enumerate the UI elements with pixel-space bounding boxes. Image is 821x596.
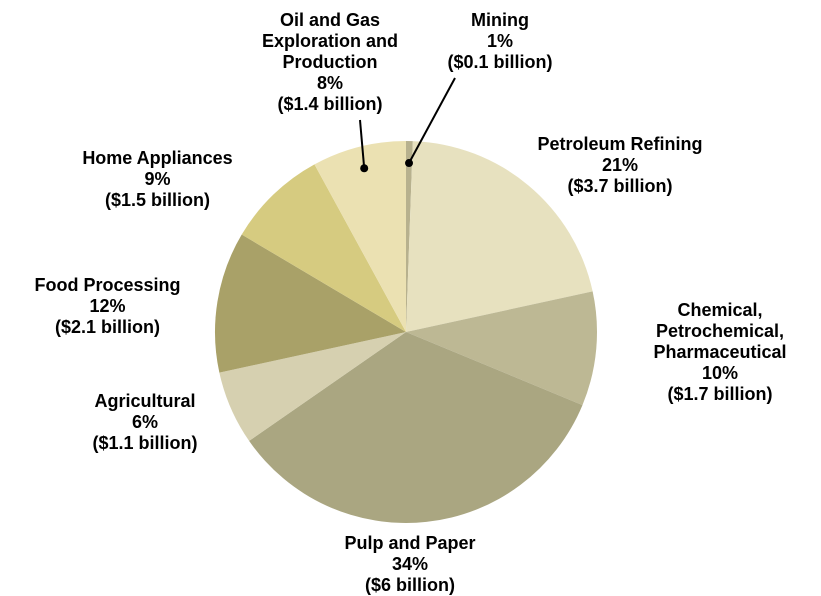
slice-percent: 6% (131, 412, 158, 432)
oil-and-gas-leader-line (359, 119, 366, 169)
slice-name: Mining (471, 10, 529, 30)
pie-slice-pulp-and-paper (249, 332, 583, 523)
slice-value: ($3.7 billion) (567, 176, 673, 196)
label-mining: Mining 1% ($0.1 billion) (400, 10, 600, 73)
leader-lines (359, 77, 456, 173)
mining-leader-line (408, 77, 456, 164)
slice-percent: 8% (316, 73, 343, 93)
slice-name-line: Production (282, 52, 378, 72)
slice-value: ($1.5 billion) (104, 190, 210, 210)
pie-slices (215, 141, 598, 523)
slice-name: Home Appliances (82, 148, 233, 168)
label-chemical: Chemical, Petrochemical, Pharmaceutical … (625, 300, 815, 405)
slice-name: Agricultural (94, 391, 196, 411)
label-petroleum-refining: Petroleum Refining 21% ($3.7 billion) (495, 134, 745, 197)
slice-value: ($6 billion) (365, 575, 455, 595)
slice-percent: 21% (601, 155, 639, 175)
slice-name: Petroleum Refining (537, 134, 703, 154)
pie-slice-chemical-petrochemical-pharmaceutical (406, 291, 598, 406)
label-agricultural: Agricultural 6% ($1.1 billion) (60, 391, 230, 454)
slice-value: ($1.7 billion) (667, 384, 773, 404)
slice-name-line: Exploration and (261, 31, 398, 51)
pie-slice-mining (406, 141, 413, 332)
oil-and-gas-leader-dot (360, 164, 369, 173)
slice-name-line: Petrochemical, (655, 321, 785, 341)
label-pulp-and-paper: Pulp and Paper 34% ($6 billion) (310, 533, 510, 596)
slice-value: ($2.1 billion) (54, 317, 160, 337)
pie-slice-petroleum-refining (406, 141, 593, 332)
pie-slice-oil-and-gas-exploration-and-production (314, 141, 406, 332)
slice-name-line: Chemical, (677, 300, 763, 320)
slice-percent: 12% (89, 296, 126, 316)
slice-name: Food Processing (34, 275, 181, 295)
slice-percent: 34% (391, 554, 429, 574)
slice-percent: 10% (701, 363, 739, 383)
label-food-processing: Food Processing 12% ($2.1 billion) (0, 275, 215, 338)
slice-name: Pulp and Paper (344, 533, 476, 553)
slice-value: ($1.1 billion) (92, 433, 198, 453)
pie-slice-food-processing (215, 234, 406, 373)
label-oil-and-gas: Oil and Gas Exploration and Production 8… (230, 10, 430, 115)
mining-leader-dot (405, 159, 414, 168)
pie-slice-home-appliances (241, 164, 406, 332)
slice-name-line: Oil and Gas (279, 10, 381, 30)
slice-value: ($0.1 billion) (447, 52, 553, 72)
pie-slice-agricultural (219, 332, 406, 441)
label-home-appliances: Home Appliances 9% ($1.5 billion) (50, 148, 265, 211)
slice-name-line: Pharmaceutical (653, 342, 787, 362)
slice-percent: 1% (486, 31, 513, 51)
slice-value: ($1.4 billion) (277, 94, 383, 114)
slice-percent: 9% (144, 169, 171, 189)
